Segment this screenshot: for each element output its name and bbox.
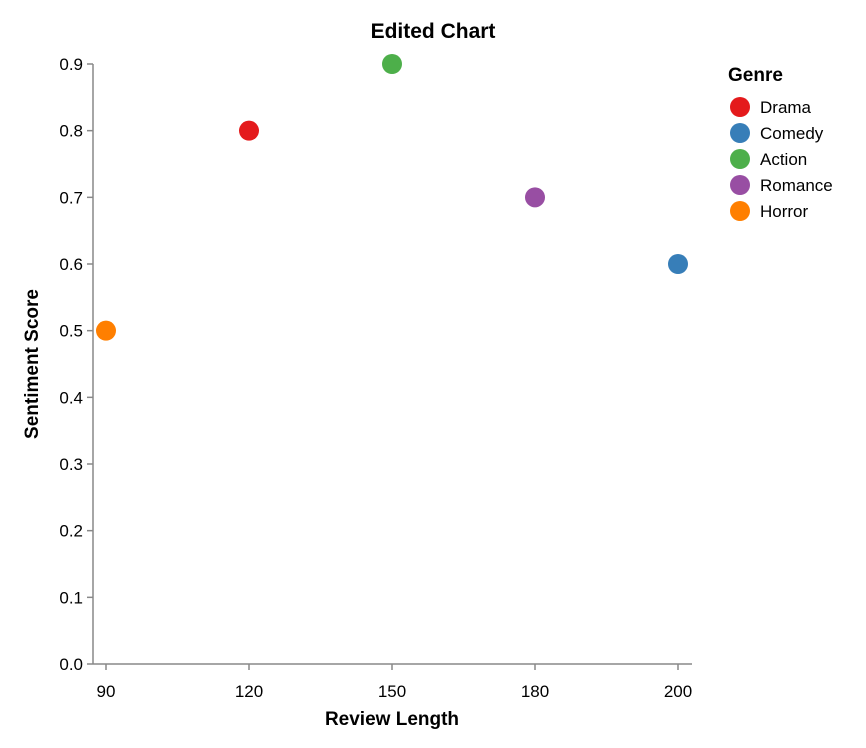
legend: Genre Drama Comedy Action Romance Horror <box>728 65 833 221</box>
data-points <box>96 54 688 341</box>
y-axis: 0.0 0.1 0.2 0.3 0.4 0.5 0.6 0.7 0.8 0.9 <box>59 55 94 674</box>
x-tick-label: 120 <box>235 682 263 701</box>
legend-items: Drama Comedy Action Romance Horror <box>730 97 833 221</box>
x-axis-title: Review Length <box>325 709 459 730</box>
legend-swatch-drama <box>730 97 750 117</box>
y-tick-label: 0.3 <box>59 455 83 474</box>
chart-title: Edited Chart <box>371 20 496 43</box>
x-tick-label: 180 <box>521 682 549 701</box>
legend-swatch-action <box>730 149 750 169</box>
x-tick-label: 200 <box>664 682 692 701</box>
data-point-romance <box>525 187 545 208</box>
x-tick-label: 150 <box>378 682 406 701</box>
legend-swatch-romance <box>730 175 750 195</box>
data-point-comedy <box>668 254 688 274</box>
data-point-drama <box>239 120 259 141</box>
y-tick-label: 0.7 <box>59 188 83 207</box>
x-tick-label: 90 <box>97 682 116 701</box>
legend-label-drama: Drama <box>760 98 812 117</box>
x-axis: 90 120 150 180 200 <box>93 663 692 701</box>
y-tick-label: 0.4 <box>59 388 83 407</box>
legend-swatch-comedy <box>730 123 750 143</box>
y-tick-label: 0.6 <box>59 255 83 274</box>
legend-title: Genre <box>728 65 783 86</box>
data-point-horror <box>96 320 116 341</box>
y-tick-label: 0.9 <box>59 55 83 74</box>
y-tick-label: 0.5 <box>59 322 83 341</box>
y-tick-label: 0.2 <box>59 522 83 541</box>
legend-label-comedy: Comedy <box>760 124 824 143</box>
legend-label-action: Action <box>760 150 807 169</box>
y-axis-title: Sentiment Score <box>22 289 43 439</box>
y-tick-label: 0.1 <box>59 588 83 607</box>
legend-label-romance: Romance <box>760 176 833 195</box>
legend-label-horror: Horror <box>760 202 809 221</box>
y-tick-label: 0.0 <box>59 655 83 674</box>
y-tick-label: 0.8 <box>59 122 83 141</box>
data-point-action <box>382 54 402 74</box>
legend-swatch-horror <box>730 201 750 221</box>
